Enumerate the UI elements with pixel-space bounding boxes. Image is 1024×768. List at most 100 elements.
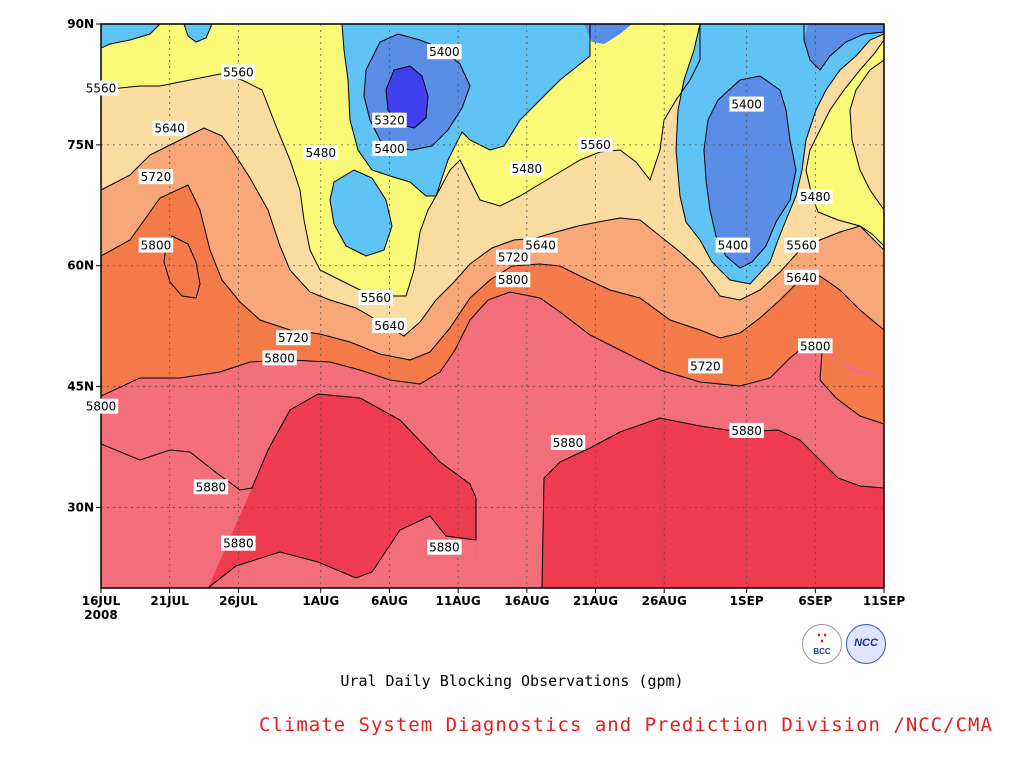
- contour-label: 5800: [262, 350, 297, 366]
- contour-label-box: [427, 44, 462, 60]
- contour-label-box: [495, 272, 531, 288]
- contour-label-text: 5320: [374, 114, 405, 128]
- band-5320-5400-east: [704, 76, 796, 268]
- isoline-5640: [101, 127, 884, 337]
- contour-label-box: [495, 249, 531, 265]
- x-tick-label: 11AUG: [436, 594, 481, 608]
- ncc-logo: NCC: [846, 624, 886, 664]
- contour-label-text: 5720: [690, 359, 721, 373]
- contour-label: 5800: [495, 272, 531, 288]
- contour-label: 5640: [152, 120, 187, 136]
- contour-label-box: [523, 237, 558, 253]
- contour-label-text: 5640: [154, 122, 185, 136]
- ncc-logo-text: NCC: [854, 637, 878, 649]
- contour-label-box: [152, 120, 187, 136]
- contour-label: 5640: [523, 237, 558, 253]
- contour-label: 5880: [193, 479, 229, 495]
- contour-label: 5560: [221, 64, 256, 80]
- isoline-5320: [385, 65, 429, 129]
- isoline-5400-east: [703, 75, 797, 269]
- x-tick-label: 11SEP: [863, 594, 906, 608]
- contour-label-text: 5560: [223, 65, 254, 79]
- x-tick-label: 16AUG: [504, 594, 549, 608]
- x-tick-label: 21AUG: [573, 594, 618, 608]
- grid-lines: [101, 24, 884, 588]
- contour-label: 5720: [495, 249, 531, 265]
- bcc-logo: ∵ BCC: [802, 624, 842, 664]
- contour-label-text: 5800: [264, 351, 295, 365]
- contour-label-text: 5880: [429, 541, 460, 555]
- contour-label-box: [509, 161, 545, 177]
- isoline-5560: [101, 24, 701, 297]
- contour-label-box: [83, 80, 119, 96]
- contour-label-text: 5560: [86, 81, 117, 95]
- contour-label-box: [358, 289, 393, 305]
- contour-label-box: [784, 269, 819, 285]
- contour-label-box: [715, 237, 751, 253]
- contour-label: 5800: [798, 338, 833, 354]
- contour-label-text: 5480: [306, 146, 337, 160]
- y-tick-label: 30N: [67, 500, 94, 514]
- x-tick-label: 6AUG: [371, 594, 408, 608]
- contour-label-box: [798, 338, 833, 354]
- contour-label-text: 5400: [718, 239, 749, 253]
- x-year-label: 2008: [84, 608, 117, 622]
- x-tick-label: 16JUL: [82, 594, 121, 608]
- contour-label-text: 5640: [786, 271, 817, 285]
- isoline-5400-ne: [803, 24, 884, 71]
- band-5480-5560: [101, 24, 884, 296]
- contour-label-text: 5400: [374, 142, 405, 156]
- isoline-5480-mid: [675, 24, 884, 285]
- chart-title: Ural Daily Blocking Observations (gpm): [340, 672, 684, 690]
- contour-label-box: [276, 330, 311, 346]
- contour-label: 5880: [550, 434, 586, 450]
- contour-label: 5320: [372, 112, 407, 128]
- contour-label-text: 5480: [512, 162, 543, 176]
- contour-label: 5560: [784, 237, 819, 253]
- contour-label: 5560: [578, 136, 613, 152]
- contour-label: 5640: [372, 318, 407, 334]
- x-tick-label: 21JUL: [150, 594, 189, 608]
- contour-label-text: 5480: [800, 190, 831, 204]
- contour-label: 5400: [372, 140, 407, 156]
- bcc-logo-text: BCC: [813, 647, 831, 656]
- contour-label-box: [262, 350, 297, 366]
- contour-fills: [101, 24, 884, 588]
- x-tick-label: 26AUG: [642, 594, 687, 608]
- contour-label-box: [784, 237, 819, 253]
- contour-label-text: 5880: [223, 537, 254, 551]
- bcc-emblem-icon: ∵: [817, 630, 827, 647]
- band-5320-5400-top: [584, 24, 632, 44]
- contour-label-box: [138, 237, 174, 253]
- contour-label-box: [427, 539, 462, 555]
- contour-label: 5480: [303, 144, 338, 160]
- isoline-5400-north: [363, 33, 471, 151]
- band-5400-5480-isle2: [184, 24, 212, 42]
- contour-label-text: 5560: [786, 239, 817, 253]
- band-below-5320: [386, 66, 428, 128]
- contour-label: 5800: [83, 398, 119, 414]
- isoline-5880-west: [101, 393, 477, 588]
- contour-label-box: [729, 422, 764, 438]
- contour-label-box: [550, 434, 586, 450]
- contour-label-box: [221, 535, 256, 551]
- band-5800-5880-south: [208, 516, 478, 588]
- contour-labels: 5560556056405720580054005320540054805480…: [83, 44, 833, 555]
- contour-label-text: 5640: [525, 239, 556, 253]
- credit-line: Climate System Diagnostics and Predictio…: [259, 714, 993, 736]
- contour-label-box: [303, 144, 338, 160]
- isoline-5480-east: [805, 39, 884, 251]
- contour-label: 5400: [729, 96, 764, 112]
- contour-label: 5720: [138, 169, 174, 185]
- contour-label: 5720: [688, 358, 723, 374]
- x-axis: 16JUL 21JUL 26JUL 1AUG 6AUG 11AUG 16AUG 21AUG 26…: [82, 588, 906, 622]
- isoline-5480-north: [341, 24, 591, 197]
- contour-label-box: [138, 169, 174, 185]
- contour-label: 5880: [427, 539, 462, 555]
- isoline-5480-isle: [329, 169, 393, 257]
- contour-label-text: 5800: [141, 239, 172, 253]
- contour-label: 5480: [798, 189, 833, 205]
- y-tick-label: 45N: [67, 380, 94, 394]
- contour-label-box: [372, 140, 407, 156]
- band-5400-5480-isle: [330, 170, 392, 256]
